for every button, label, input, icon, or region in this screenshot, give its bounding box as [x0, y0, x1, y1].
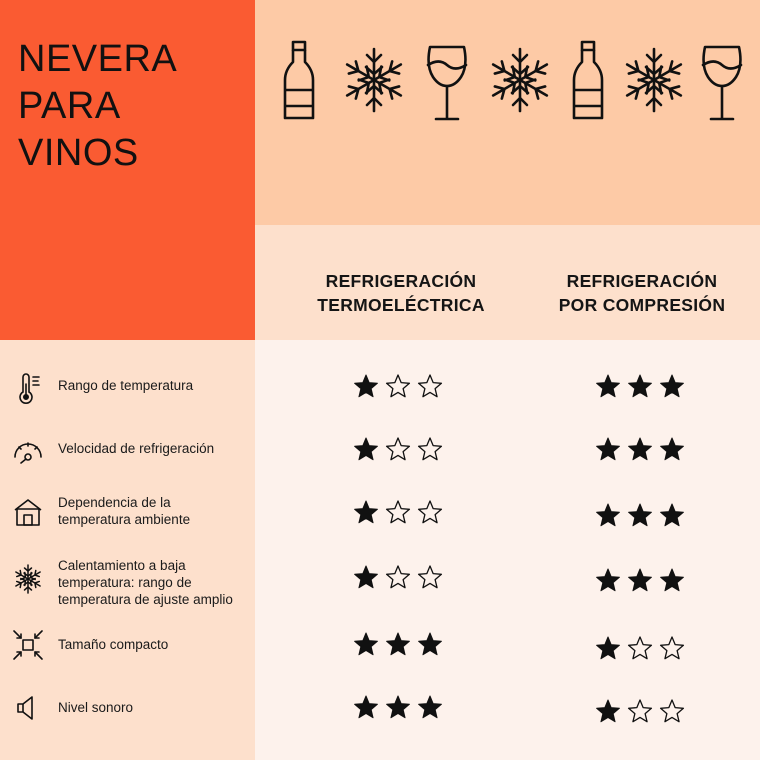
compact-size-icon: [13, 630, 43, 660]
criterion-label: Rango de temperatura: [58, 378, 194, 393]
rating-compression: [595, 502, 685, 528]
snowflake-icon: [341, 47, 407, 113]
title-line: NEVERA: [18, 38, 178, 80]
speaker-icon: [17, 696, 33, 720]
page-title: NEVERA PARA VINOS: [18, 36, 177, 177]
rating-thermoelectric: [353, 564, 443, 590]
star-filled-icon: [354, 437, 378, 461]
star-empty-icon: [417, 500, 443, 524]
star-empty-icon: [627, 699, 653, 723]
criterion-label: Nivel sonoro: [58, 700, 134, 715]
rating-compression: [595, 698, 685, 724]
star-filled-icon: [596, 699, 620, 723]
rating-compression: [595, 635, 685, 661]
star-empty-icon: [417, 437, 443, 461]
criterion-label: Velocidad de refrigeración: [58, 441, 215, 456]
star-filled-icon: [628, 437, 652, 461]
column-header-compression: REFRIGERACIÓN POR COMPRESIÓN: [527, 269, 757, 317]
star-empty-icon: [659, 699, 685, 723]
column-header-row: REFRIGERACIÓN TERMOELÉCTRICA REFRIGERACI…: [255, 225, 760, 340]
rating-thermoelectric: [353, 373, 443, 399]
title-line: VINOS: [18, 132, 139, 174]
star-empty-icon: [385, 374, 411, 398]
column-header-thermoelectric: REFRIGERACIÓN TERMOELÉCTRICA: [286, 269, 516, 317]
star-empty-icon: [659, 636, 685, 660]
rating-thermoelectric: [353, 631, 443, 657]
star-filled-icon: [596, 503, 620, 527]
star-filled-icon: [354, 565, 378, 589]
rating-compression: [595, 373, 685, 399]
column-header-line: REFRIGERACIÓN: [325, 271, 477, 291]
star-filled-icon: [660, 437, 684, 461]
star-empty-icon: [385, 565, 411, 589]
star-filled-icon: [418, 695, 442, 719]
star-filled-icon: [628, 374, 652, 398]
star-filled-icon: [628, 568, 652, 592]
rating-thermoelectric: [353, 436, 443, 462]
decorative-icons-banner: [255, 0, 760, 225]
thermometer-icon: [19, 373, 40, 404]
criterion-label: Dependencia de la temperatura ambiente: [58, 495, 191, 527]
star-filled-icon: [418, 632, 442, 656]
star-filled-icon: [354, 695, 378, 719]
title-block: NEVERA PARA VINOS: [0, 0, 255, 340]
star-empty-icon: [385, 437, 411, 461]
star-filled-icon: [660, 503, 684, 527]
star-empty-icon: [417, 565, 443, 589]
rating-compression: [595, 567, 685, 593]
star-filled-icon: [596, 437, 620, 461]
criterion-label: Calentamiento a baja temperatura: rango …: [58, 558, 233, 607]
wine-glass-icon: [701, 45, 743, 121]
star-filled-icon: [660, 374, 684, 398]
column-header-line: REFRIGERACIÓN: [566, 271, 718, 291]
star-filled-icon: [386, 695, 410, 719]
rating-compression: [595, 436, 685, 462]
column-header-line: TERMOELÉCTRICA: [317, 295, 485, 315]
snowflake-icon: [621, 47, 687, 113]
speedometer-icon: [14, 442, 42, 464]
star-filled-icon: [354, 500, 378, 524]
criteria-column: [0, 340, 255, 760]
wine-glass-icon: [426, 45, 468, 121]
snowflake-icon: [487, 47, 553, 113]
star-empty-icon: [627, 636, 653, 660]
star-filled-icon: [354, 374, 378, 398]
house-icon: [14, 499, 42, 526]
title-line: PARA: [18, 85, 121, 127]
star-filled-icon: [386, 632, 410, 656]
rating-thermoelectric: [353, 694, 443, 720]
column-header-line: POR COMPRESIÓN: [558, 295, 726, 315]
wine-bottle-icon: [283, 40, 315, 120]
wine-bottle-icon: [572, 40, 604, 120]
star-filled-icon: [596, 374, 620, 398]
star-empty-icon: [385, 500, 411, 524]
criterion-label: Tamaño compacto: [58, 637, 169, 652]
star-filled-icon: [628, 503, 652, 527]
snowflake-icon: [13, 564, 43, 594]
star-filled-icon: [596, 636, 620, 660]
star-filled-icon: [596, 568, 620, 592]
star-filled-icon: [354, 632, 378, 656]
star-empty-icon: [417, 374, 443, 398]
ratings-area: [255, 340, 760, 760]
star-filled-icon: [660, 568, 684, 592]
rating-thermoelectric: [353, 499, 443, 525]
